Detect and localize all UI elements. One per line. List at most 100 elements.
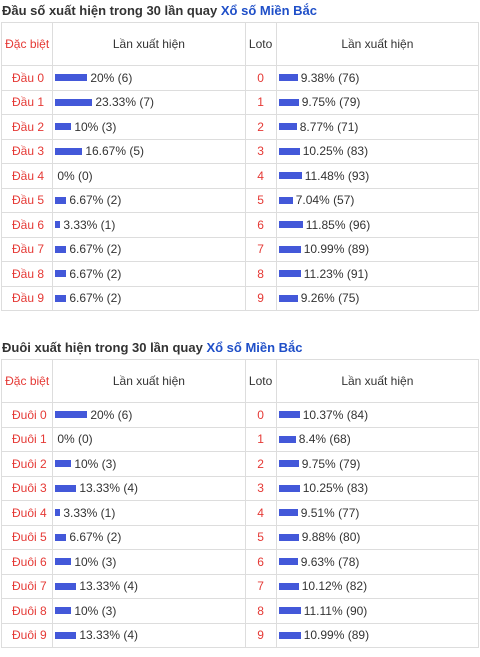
frequency-bar: [55, 221, 61, 229]
duoi-frequency-cell: 10% (3): [52, 549, 246, 575]
loto-frequency-value: 10.25% (83): [302, 481, 369, 496]
loto-frequency-value: 10.99% (89): [303, 628, 370, 643]
loto-frequency-value: 10.12% (82): [301, 579, 368, 594]
dau-row: Đầu 4 0% (0) 4 11.48% (93): [0, 163, 480, 189]
duoi-loto-frequency-cell: 9.88% (80): [275, 524, 480, 550]
duoi-row: Đuôi 7 13.33% (4) 7 10.12% (82): [0, 573, 480, 599]
loto-frequency-value: 9.88% (80): [301, 530, 361, 545]
duoi-frequency-cell: 10% (3): [52, 451, 246, 477]
dau-loto-frequency-cell: 11.85% (96): [275, 212, 480, 238]
loto-frequency-value: 8.77% (71): [299, 119, 359, 134]
dau-title-link[interactable]: Xổ số Miền Bắc: [220, 3, 317, 18]
loto-frequency-bar: [278, 533, 299, 541]
duoi-loto-number: 4: [244, 500, 277, 526]
duoi-table-body: Đuôi 0 20% (6) 0 10.37% (84) Đuôi 1 0% (0) 1 8.…: [0, 402, 480, 648]
frequency-bar: [55, 147, 83, 155]
loto-frequency-value: 10.37% (84): [302, 407, 369, 422]
loto-frequency-bar: [278, 196, 293, 204]
loto-frequency-value: 9.51% (77): [300, 505, 360, 520]
duoi-header-dacbiet: Đặc biệt: [0, 359, 54, 403]
frequency-value: 6.67% (2): [69, 242, 122, 257]
duoi-section-title: Đuôi xuất hiện trong 30 lần quay Xổ số M…: [0, 337, 480, 359]
frequency-bar: [55, 123, 72, 131]
frequency-value: 10% (3): [74, 119, 117, 134]
dau-row: Đầu 3 16.67% (5) 3 10.25% (83): [0, 138, 480, 164]
dau-loto-number: 4: [244, 163, 277, 189]
duoi-loto-number: 2: [244, 451, 277, 477]
duoi-label: Đuôi 2: [0, 451, 54, 477]
duoi-frequency-cell: 13.33% (4): [52, 573, 246, 599]
frequency-bar: [55, 460, 72, 468]
loto-frequency-bar: [278, 509, 298, 517]
frequency-value: 13.33% (4): [79, 481, 139, 496]
dau-label: Đầu 0: [0, 65, 54, 91]
loto-frequency-value: 11.11% (90): [303, 603, 368, 618]
duoi-frequency-cell: 13.33% (4): [52, 475, 246, 501]
dau-frequency-cell: 6.67% (2): [52, 261, 246, 287]
dau-loto-frequency-cell: 9.75% (79): [275, 89, 480, 115]
loto-frequency-value: 11.85% (96): [305, 217, 371, 232]
frequency-value: 6.67% (2): [69, 530, 122, 545]
frequency-value: 6.67% (2): [69, 266, 122, 281]
section-spacer: [0, 311, 480, 337]
frequency-value: 10% (3): [74, 554, 117, 569]
frequency-bar: [55, 196, 67, 204]
frequency-bar: [55, 245, 67, 253]
dau-loto-frequency-cell: 11.23% (91): [275, 261, 480, 287]
frequency-value: 16.67% (5): [85, 144, 145, 159]
frequency-bar: [55, 533, 67, 541]
dau-label: Đầu 5: [0, 187, 54, 213]
dau-frequency-cell: 10% (3): [52, 114, 246, 140]
dau-row: Đầu 6 3.33% (1) 6 11.85% (96): [0, 212, 480, 238]
dau-header-loto: Loto: [244, 22, 277, 66]
duoi-label: Đuôi 3: [0, 475, 54, 501]
duoi-label: Đuôi 0: [0, 402, 54, 428]
dau-loto-frequency-cell: 11.48% (93): [275, 163, 480, 189]
frequency-value: 10% (3): [74, 456, 117, 471]
dau-loto-frequency-cell: 7.04% (57): [275, 187, 480, 213]
dau-label: Đầu 4: [0, 163, 54, 189]
duoi-frequency-cell: 13.33% (4): [52, 622, 246, 648]
loto-frequency-bar: [278, 98, 299, 106]
duoi-row: Đuôi 1 0% (0) 1 8.4% (68): [0, 426, 480, 452]
loto-frequency-value: 9.75% (79): [301, 95, 361, 110]
duoi-row: Đuôi 3 13.33% (4) 3 10.25% (83): [0, 475, 480, 501]
frequency-bar: [55, 582, 77, 590]
duoi-header-loto: Loto: [244, 359, 277, 403]
loto-frequency-bar: [278, 123, 297, 131]
dau-row: Đầu 0 20% (6) 0 9.38% (76): [0, 65, 480, 91]
loto-frequency-value: 9.63% (78): [300, 554, 360, 569]
loto-frequency-bar: [278, 460, 299, 468]
dau-row: Đầu 5 6.67% (2) 5 7.04% (57): [0, 187, 480, 213]
duoi-label: Đuôi 5: [0, 524, 54, 550]
dau-title-text: Đầu số xuất hiện trong 30 lần quay: [2, 3, 218, 18]
frequency-bar: [55, 74, 88, 82]
frequency-value: 23.33% (7): [95, 95, 155, 110]
frequency-value: 10% (3): [74, 603, 117, 618]
duoi-title-link[interactable]: Xổ số Miền Bắc: [206, 340, 303, 355]
frequency-bar: [55, 411, 88, 419]
duoi-row: Đuôi 6 10% (3) 6 9.63% (78): [0, 549, 480, 575]
dau-section-title: Đầu số xuất hiện trong 30 lần quay Xổ số…: [0, 0, 480, 22]
duoi-row: Đuôi 2 10% (3) 2 9.75% (79): [0, 451, 480, 477]
dau-loto-number: 7: [244, 236, 277, 262]
loto-frequency-value: 10.25% (83): [302, 144, 369, 159]
duoi-label: Đuôi 1: [0, 426, 54, 452]
frequency-value: 20% (6): [90, 70, 133, 85]
dau-header-dacbiet: Đặc biệt: [0, 22, 54, 66]
duoi-loto-number: 3: [244, 475, 277, 501]
loto-frequency-value: 9.26% (75): [300, 291, 360, 306]
frequency-bar: [55, 558, 72, 566]
duoi-row: Đuôi 9 13.33% (4) 9 10.99% (89): [0, 622, 480, 648]
loto-frequency-value: 9.75% (79): [301, 456, 361, 471]
loto-frequency-bar: [278, 245, 301, 253]
frequency-value: 6.67% (2): [69, 193, 122, 208]
dau-loto-number: 2: [244, 114, 277, 140]
duoi-label: Đuôi 4: [0, 500, 54, 526]
dau-loto-frequency-cell: 8.77% (71): [275, 114, 480, 140]
dau-frequency-cell: 6.67% (2): [52, 236, 246, 262]
duoi-title-text: Đuôi xuất hiện trong 30 lần quay: [2, 340, 203, 355]
duoi-header-lan-xuat-hien-loto: Lần xuất hiện: [275, 359, 480, 403]
duoi-loto-number: 9: [244, 622, 277, 648]
